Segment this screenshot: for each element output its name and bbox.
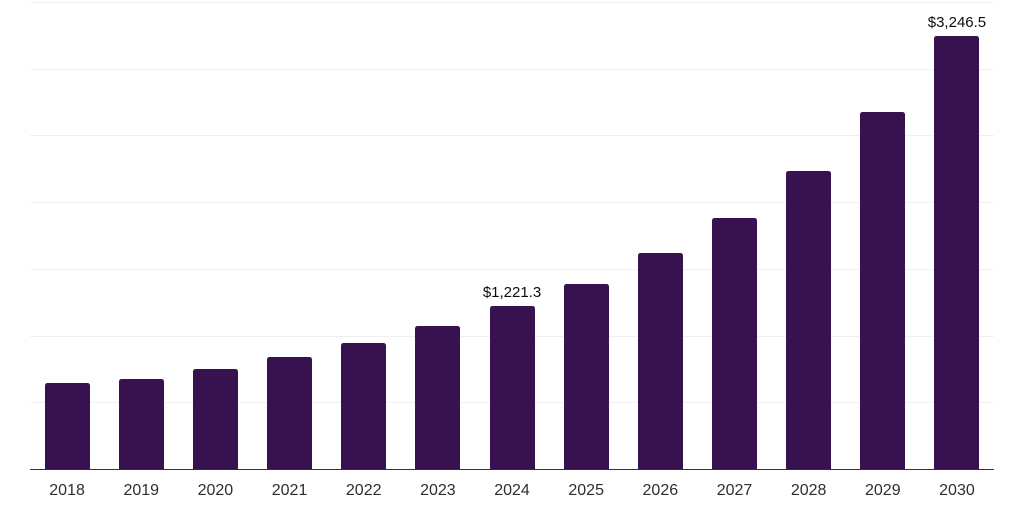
plot-area: $1,221.3 $3,246.5 [30, 2, 994, 470]
bar-slot [30, 2, 104, 469]
bar [118, 378, 164, 469]
bar [860, 112, 906, 469]
x-axis-label: 2025 [568, 482, 604, 499]
x-axis-label: 2027 [716, 482, 753, 499]
bar-slot [549, 2, 623, 469]
bar-value-label: $1,221.3 [482, 284, 542, 302]
bar-slot [697, 2, 771, 469]
x-axis-label: 2026 [642, 482, 679, 499]
bar-slot [327, 2, 401, 469]
x-axis-label: 2023 [420, 482, 456, 499]
gridline [30, 2, 994, 3]
x-axis-label: 2021 [271, 482, 308, 499]
bar-slot [178, 2, 252, 469]
bars-row: $1,221.3 $3,246.5 [30, 2, 994, 469]
bar [489, 306, 535, 469]
bar [192, 368, 238, 469]
bar [711, 217, 757, 469]
bar-slot [252, 2, 326, 469]
x-axis-label: 2024 [494, 482, 530, 499]
bar [267, 356, 313, 469]
x-axis-label: 2019 [123, 482, 160, 499]
x-axis-label: 2020 [197, 482, 234, 499]
x-axis: 2018 2019 2020 2021 2022 2023 2024 2025 … [30, 481, 994, 500]
gridline [30, 68, 994, 70]
bar [637, 252, 683, 469]
bar-slot: $1,221.3 [475, 2, 549, 469]
bar-slot: $3,246.5 [920, 2, 994, 469]
x-axis-label: 2028 [790, 482, 827, 499]
x-axis-label: 2029 [865, 482, 901, 499]
x-axis-label: 2022 [345, 482, 382, 499]
bar [563, 283, 609, 469]
bar [415, 325, 461, 469]
bar [44, 382, 90, 469]
gridline [30, 202, 994, 204]
bar-slot [772, 2, 846, 469]
bar-value-label: $3,246.5 [927, 13, 987, 31]
bar [934, 35, 980, 469]
gridline [30, 135, 994, 137]
x-axis-label: 2018 [49, 482, 85, 499]
gridline [30, 268, 994, 270]
bar-slot [401, 2, 475, 469]
bar [341, 342, 387, 469]
bar-slot [104, 2, 178, 469]
x-axis-label: 2030 [939, 482, 975, 499]
bar [786, 171, 832, 469]
bar-slot [846, 2, 920, 469]
bar-slot [623, 2, 697, 469]
